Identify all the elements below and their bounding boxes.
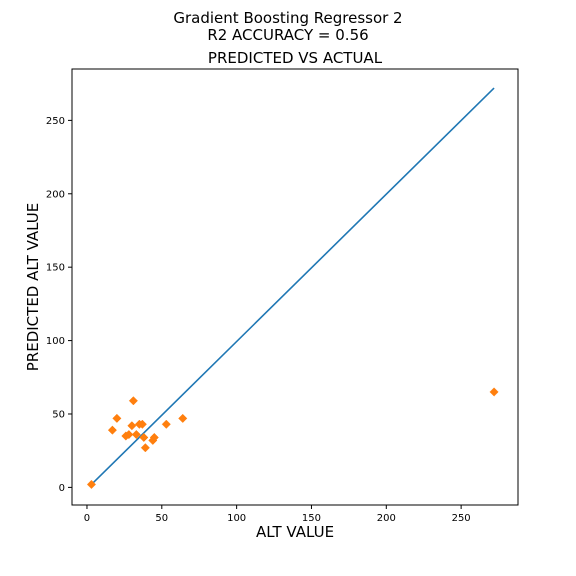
y-axis-ticks: 0 50 100 150 200 250 <box>46 116 72 494</box>
scatter-point <box>131 429 141 440</box>
scatter-point <box>149 432 159 443</box>
y-tick-label: 250 <box>46 116 65 127</box>
scatter-point <box>137 419 147 429</box>
y-tick-label: 50 <box>52 409 65 420</box>
x-tick-label: 200 <box>377 513 396 524</box>
x-axis-label: ALT VALUE <box>256 523 334 541</box>
y-tick-label: 100 <box>46 336 65 347</box>
y-tick-label: 0 <box>59 483 65 494</box>
y-tick-label: 200 <box>46 189 65 200</box>
reference-line-group <box>90 87 495 486</box>
scatter-point <box>140 443 150 453</box>
scatter-point <box>128 396 138 406</box>
x-tick-label: 0 <box>84 513 90 524</box>
y-axis-label: PREDICTED ALT VALUE <box>24 203 42 371</box>
scatter-point <box>112 413 122 423</box>
y-tick-label: 150 <box>46 263 65 274</box>
figure-suptitle-line1: Gradient Boosting Regressor 2 <box>173 9 403 27</box>
chart-title: PREDICTED VS ACTUAL <box>208 49 383 67</box>
scatter-point <box>124 429 134 440</box>
scatter-points <box>86 387 499 490</box>
reference-line <box>90 87 495 486</box>
scatter-point <box>489 387 499 397</box>
figure-suptitle-line2: R2 ACCURACY = 0.56 <box>207 26 369 44</box>
x-tick-label: 100 <box>227 513 246 524</box>
scatter-point <box>178 413 188 423</box>
scatter-point <box>139 432 149 443</box>
plot-area-frame <box>71 68 519 506</box>
x-tick-label: 250 <box>452 513 471 524</box>
scatter-point <box>161 419 171 429</box>
x-tick-label: 50 <box>155 513 168 524</box>
scatter-point <box>107 425 117 435</box>
x-axis-ticks: 0 50 100 150 200 250 <box>84 505 471 524</box>
scatter-point <box>127 421 137 431</box>
scatter-point <box>86 479 97 490</box>
x-tick-label: 150 <box>302 513 321 524</box>
